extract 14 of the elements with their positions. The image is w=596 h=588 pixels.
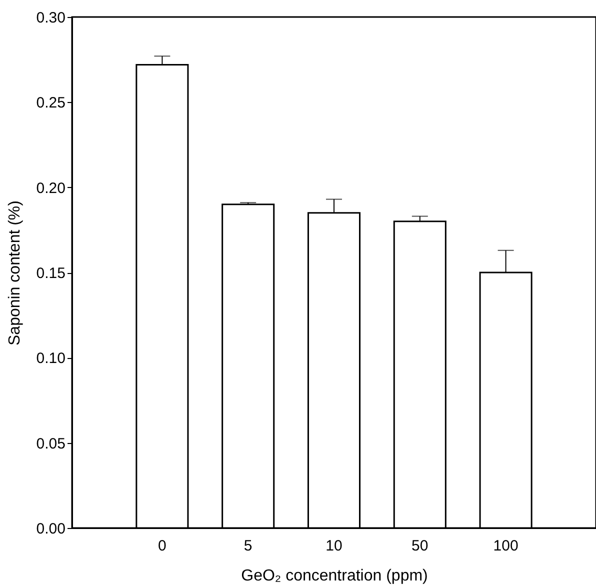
x-tick-label: 50 bbox=[412, 538, 428, 554]
y-tick-label: 0.30 bbox=[36, 10, 66, 26]
x-tick-label: 100 bbox=[493, 538, 518, 554]
y-tick-label: 0.20 bbox=[36, 180, 66, 197]
x-tick-label: 10 bbox=[326, 538, 342, 554]
y-tick-label: 0.05 bbox=[36, 435, 66, 452]
x-axis-title: GeO₂ concentration (ppm) bbox=[241, 568, 428, 584]
x-tick-label: 0 bbox=[158, 538, 166, 554]
x-tick-label: 5 bbox=[244, 538, 252, 554]
y-tick-label: 0.00 bbox=[36, 520, 66, 538]
y-tick-label: 0.10 bbox=[36, 350, 66, 368]
y-tick-label: 0.15 bbox=[36, 265, 66, 282]
y-axis-title: Saponin content (%) bbox=[6, 200, 24, 346]
y-tick-label: 0.25 bbox=[36, 94, 66, 112]
